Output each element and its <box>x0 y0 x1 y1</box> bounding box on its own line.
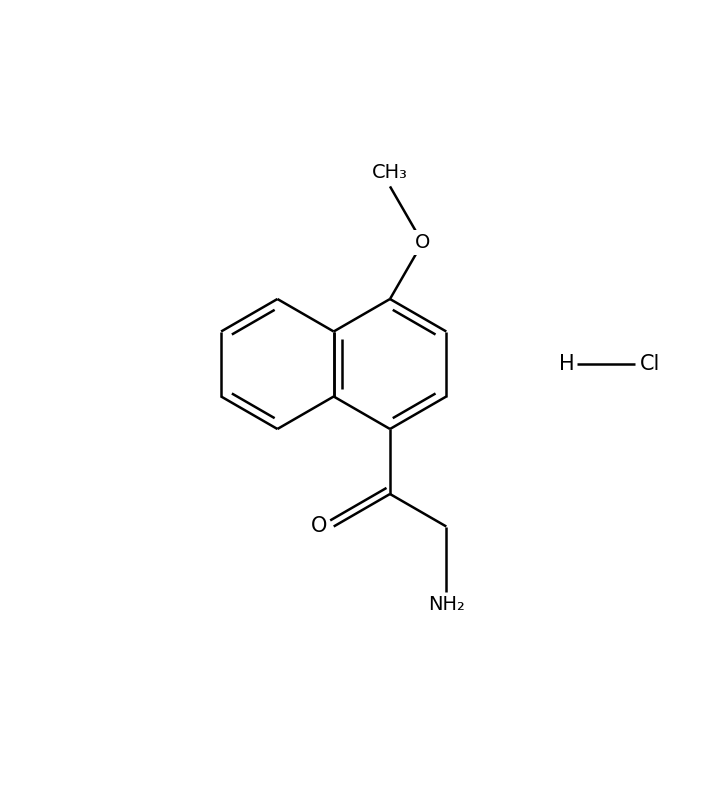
Text: H: H <box>559 354 575 374</box>
Text: CH₃: CH₃ <box>372 164 408 183</box>
Text: O: O <box>415 233 431 252</box>
Text: NH₂: NH₂ <box>428 596 465 615</box>
Text: Cl: Cl <box>640 354 661 374</box>
Text: O: O <box>311 517 327 537</box>
